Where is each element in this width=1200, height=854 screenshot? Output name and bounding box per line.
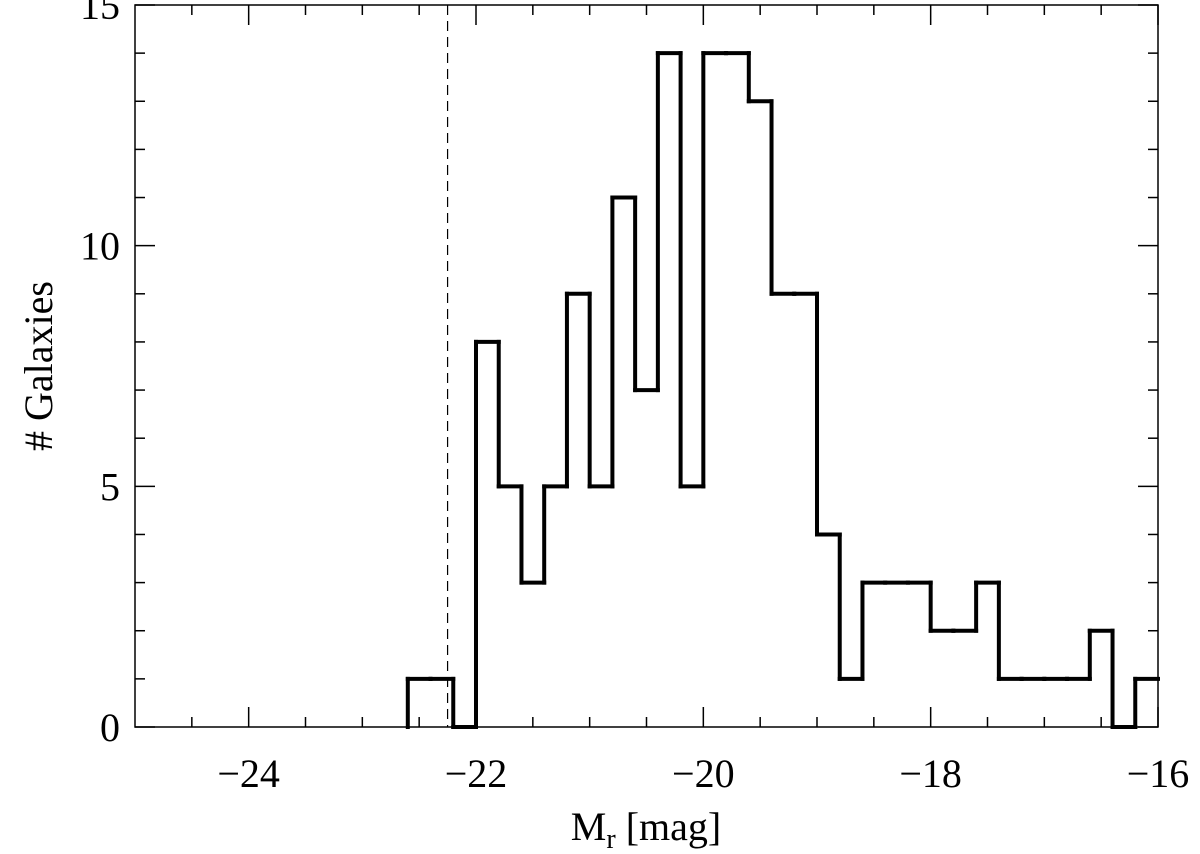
y-tick-label: 5 (100, 464, 120, 509)
y-tick-label: 10 (80, 224, 120, 269)
x-tick-label: −22 (445, 751, 508, 796)
x-tick-label: −18 (899, 751, 962, 796)
x-tick-label: −16 (1127, 751, 1190, 796)
y-tick-label: 15 (80, 0, 120, 28)
x-label-unit: [mag] (626, 804, 722, 849)
x-axis-label: Mr [mag] (571, 804, 721, 854)
y-tick-label: 0 (100, 705, 120, 750)
x-tick-label: −24 (217, 751, 280, 796)
y-axis-label: # Galaxies (16, 281, 61, 451)
x-label-space (616, 804, 626, 849)
plot-frame (134, 4, 1159, 728)
x-label-subscript: r (606, 824, 616, 854)
x-label-symbol: M (571, 804, 607, 849)
x-tick-label: −20 (672, 751, 735, 796)
